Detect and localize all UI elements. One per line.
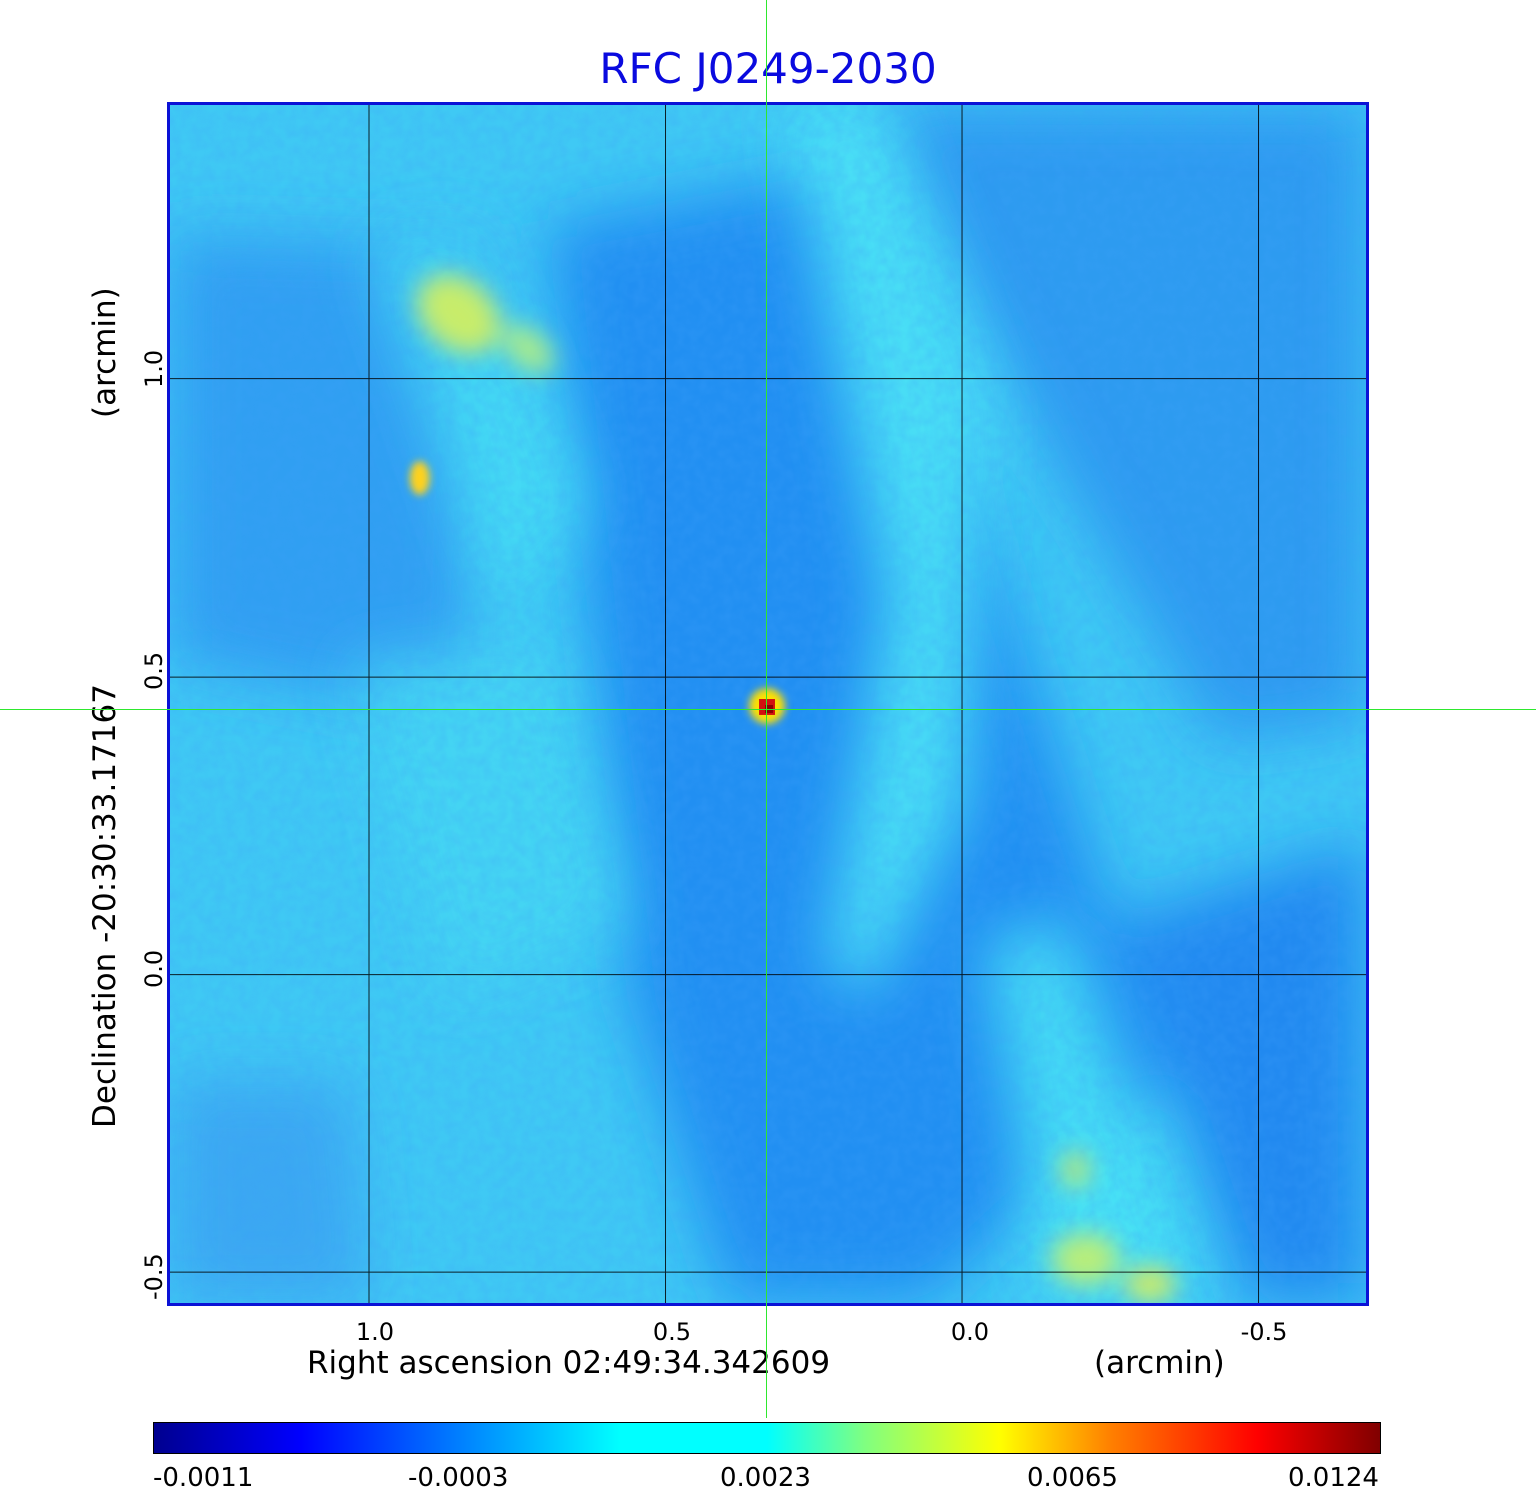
x-tick-label: 1.0 bbox=[355, 1318, 395, 1346]
crosshair-horizontal bbox=[0, 709, 1536, 710]
y-tick-label: 0.5 bbox=[140, 651, 168, 690]
radio-image-map[interactable] bbox=[167, 102, 1369, 1306]
colorbar-tick-label: -0.0003 bbox=[408, 1463, 509, 1493]
y-tick-label: -0.5 bbox=[140, 1253, 168, 1300]
y-tick-label: 1.0 bbox=[140, 349, 168, 388]
y-tick-label: 0.0 bbox=[140, 949, 168, 988]
colorbar-tick-label: 0.0023 bbox=[720, 1463, 811, 1493]
intensity-map bbox=[170, 105, 1366, 1303]
x-tick-label: 0.5 bbox=[652, 1318, 692, 1346]
x-axis-unit: (arcmin) bbox=[1094, 1345, 1225, 1381]
x-tick-label: -0.5 bbox=[1240, 1318, 1288, 1346]
y-axis-unit: (arcmin) bbox=[87, 287, 123, 418]
x-tick-label: 0.0 bbox=[950, 1318, 990, 1346]
colorbar-tick-label: -0.0011 bbox=[153, 1463, 254, 1493]
colorbar-tick-label: 0.0065 bbox=[1027, 1463, 1118, 1493]
x-axis-label: Right ascension 02:49:34.342609 bbox=[307, 1345, 831, 1381]
colorbar-tick-label: 0.0124 bbox=[1288, 1463, 1379, 1493]
colorbar bbox=[153, 1422, 1381, 1454]
image-title: RFC J0249-2030 bbox=[599, 44, 937, 93]
y-axis-label: Declination -20:30:33.17167 bbox=[87, 684, 123, 1128]
